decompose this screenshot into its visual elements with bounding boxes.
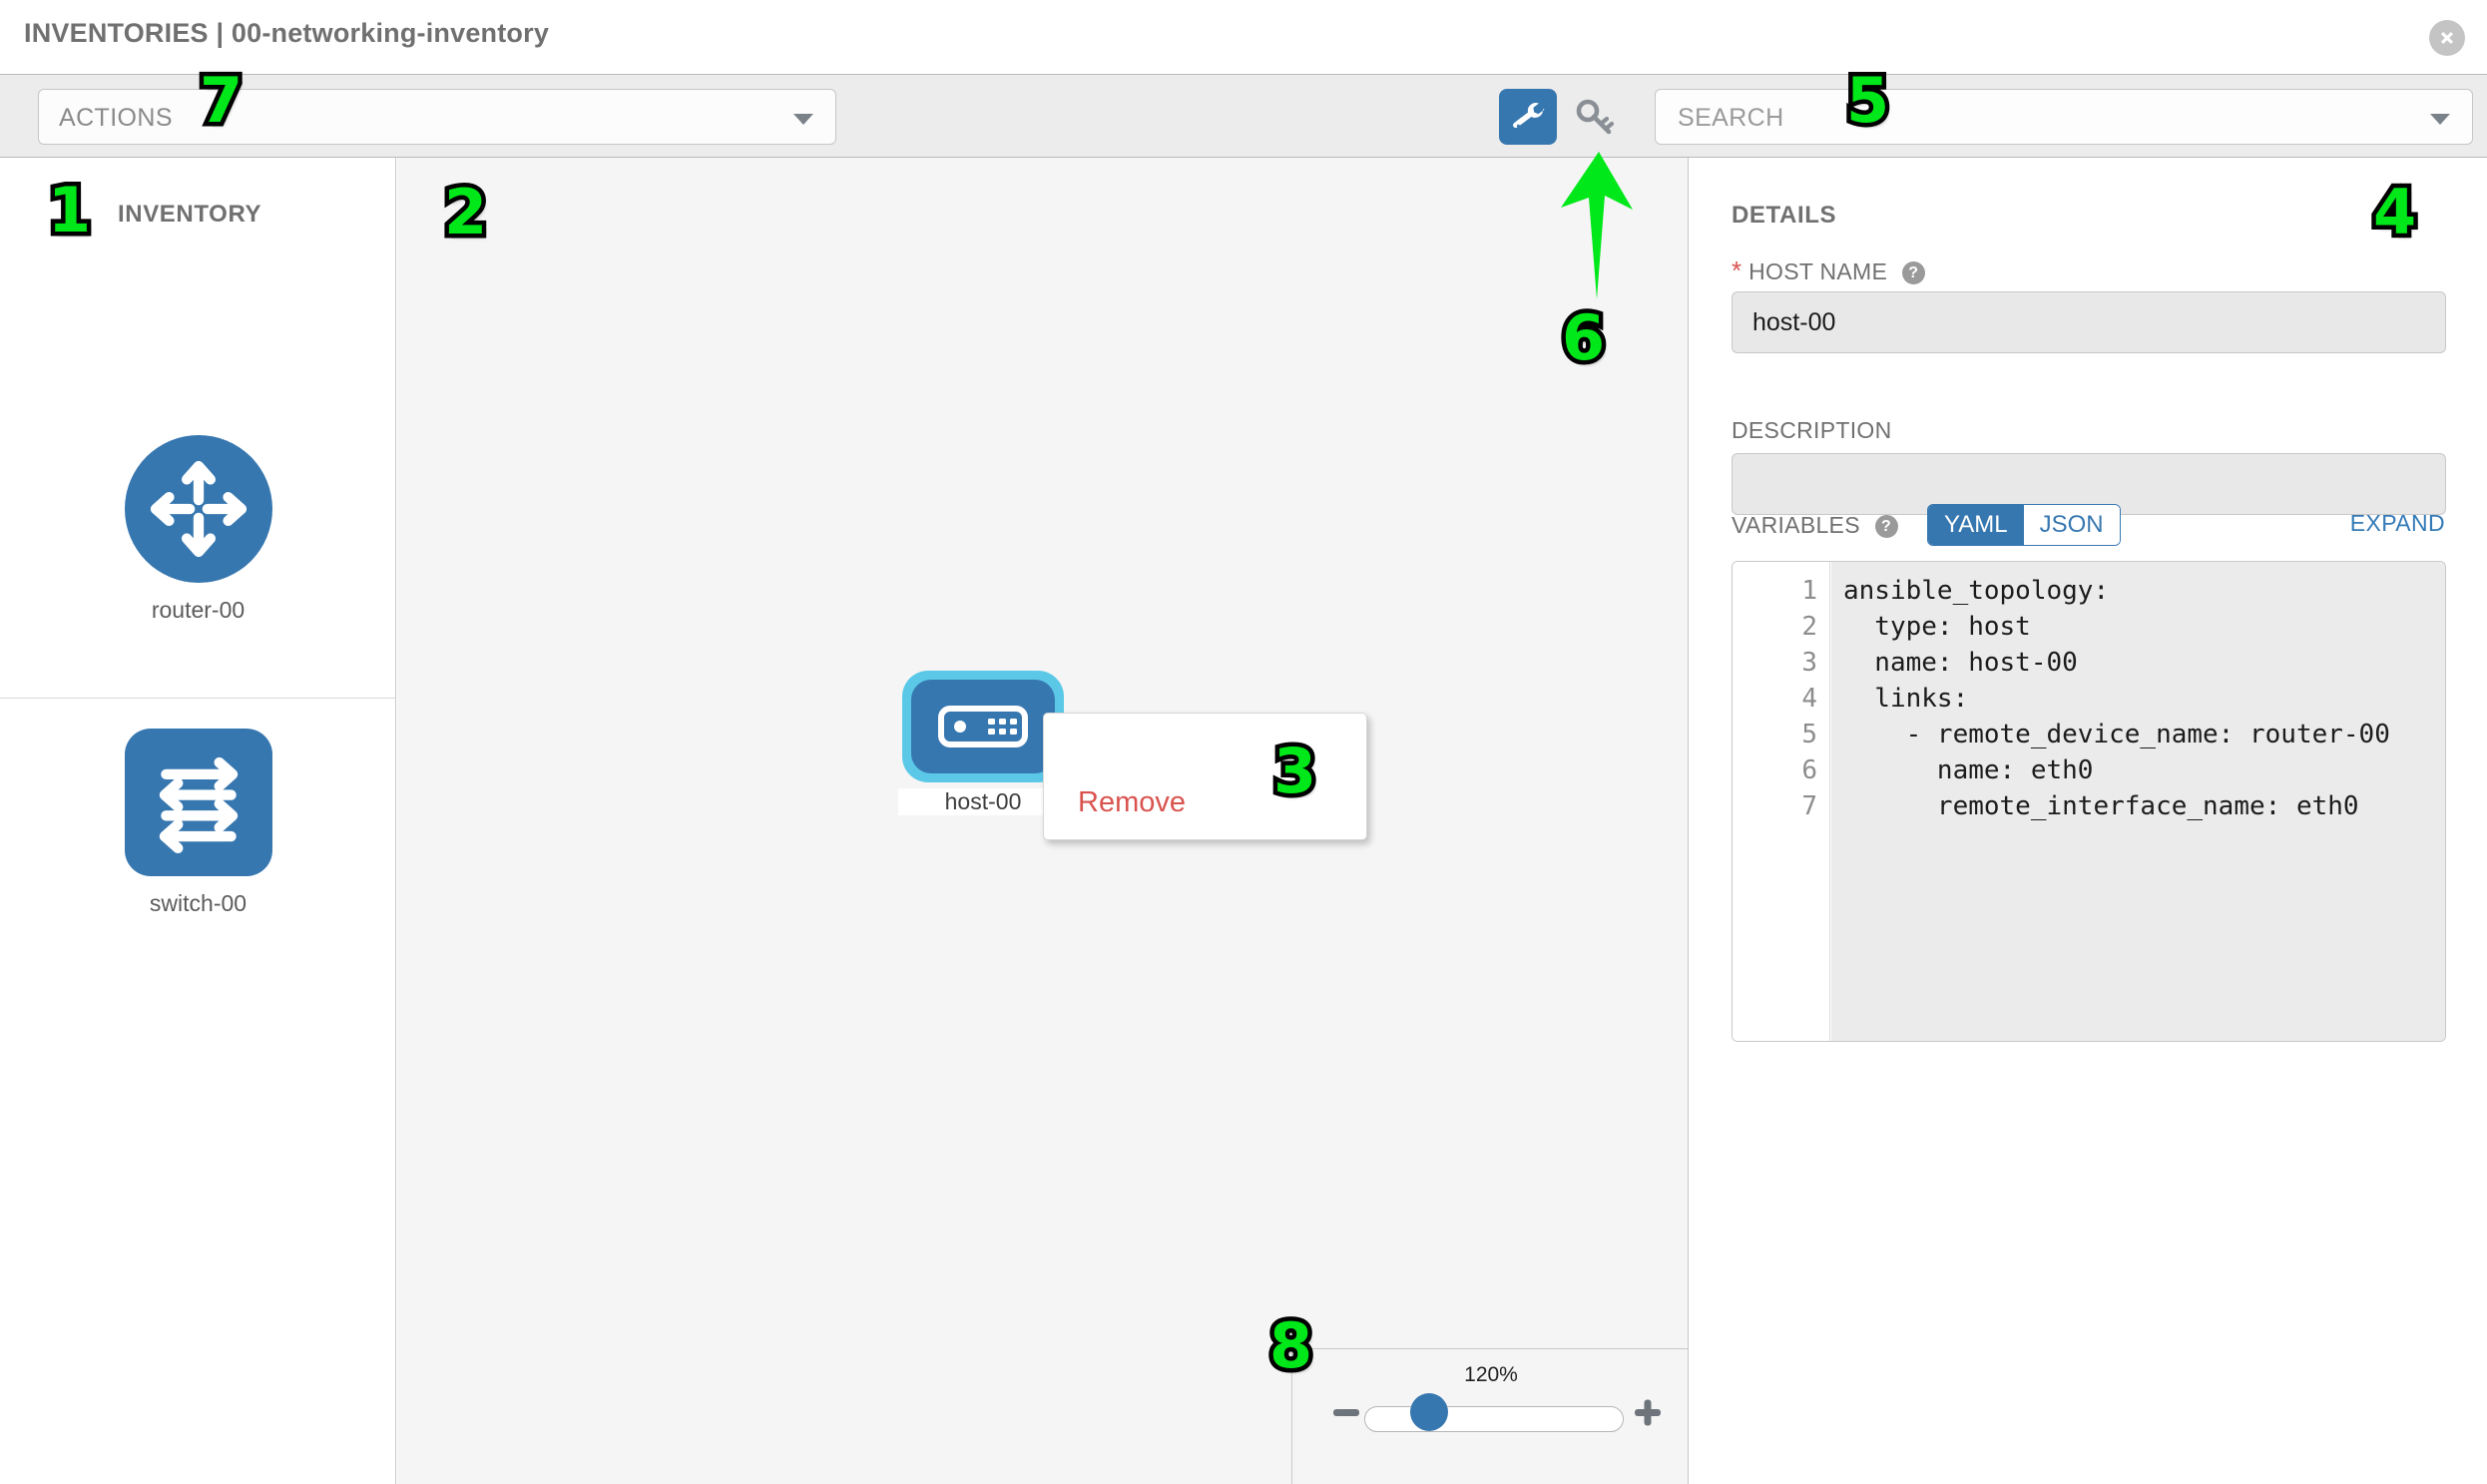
router-glyph	[150, 460, 247, 558]
title-bar: INVENTORIES | 00-networking-inventory	[0, 0, 2487, 74]
plus-icon	[1635, 1399, 1661, 1426]
host-name-field[interactable]: host-00	[1732, 291, 2446, 353]
page-title: INVENTORIES | 00-networking-inventory	[24, 18, 550, 48]
actions-dropdown-label: ACTIONS	[59, 104, 173, 132]
node-context-menu: Details Remove	[1043, 713, 1367, 840]
editor-code-line: type: host	[1843, 612, 2031, 642]
editor-line-number: 5	[1801, 720, 1817, 749]
editor-code-line: - remote_device_name: router-00	[1843, 720, 2390, 749]
host-name-value: host-00	[1752, 308, 1836, 336]
zoom-slider-track[interactable]	[1364, 1406, 1624, 1432]
context-menu-item-remove[interactable]: Remove	[1078, 786, 1186, 818]
editor-line-number: 2	[1801, 612, 1817, 642]
editor-code-line: links:	[1843, 684, 1969, 714]
details-heading: DETAILS	[1732, 202, 1837, 229]
sidebar-item-router-00[interactable]: router-00	[0, 435, 396, 624]
key-glyph	[1576, 99, 1615, 135]
editor-code-line: remote_interface_name: eth0	[1843, 791, 2359, 821]
zoom-out-button[interactable]	[1330, 1397, 1362, 1434]
toggle-option-yaml[interactable]: YAML	[1928, 505, 2024, 545]
expand-link[interactable]: EXPAND	[2349, 510, 2445, 536]
sidebar-item-label: switch-00	[149, 890, 248, 916]
actions-dropdown[interactable]: ACTIONS	[38, 89, 836, 145]
toggle-option-json[interactable]: JSON	[2023, 505, 2120, 545]
host-name-label: * HOST NAME ?	[1732, 255, 1925, 286]
help-icon[interactable]: ?	[1901, 261, 1925, 285]
topology-canvas[interactable]: host-00 Details Remove 120%	[397, 158, 1689, 1484]
server-icon	[911, 680, 1055, 773]
wrench-icon[interactable]	[1499, 89, 1557, 145]
router-icon	[124, 435, 272, 583]
server-glyph	[938, 706, 1028, 747]
zoom-level-label: 120%	[1464, 1363, 1518, 1386]
node-label: host-00	[898, 788, 1068, 815]
details-panel: DETAILS * HOST NAME ? host-00 DESCRIPTIO…	[1690, 158, 2487, 1484]
chevron-down-icon	[2430, 114, 2450, 125]
editor-line-number: 3	[1801, 648, 1817, 678]
editor-code-line: name: eth0	[1843, 755, 2094, 785]
editor-code-line: ansible_topology:	[1843, 576, 2110, 606]
chevron-down-icon	[793, 114, 813, 125]
key-icon[interactable]	[1573, 95, 1619, 139]
inventory-sidebar: INVENTORY router-00	[0, 158, 396, 1484]
sidebar-item-label: router-00	[151, 597, 246, 623]
zoom-in-button[interactable]	[1632, 1397, 1664, 1434]
close-icon[interactable]	[2429, 20, 2465, 56]
variables-editor[interactable]: 1 2 3 4 5 6 7 ansible_topology: type: host nam…	[1732, 561, 2446, 1042]
required-marker: *	[1732, 255, 1742, 285]
search-placeholder: SEARCH	[1678, 104, 1784, 132]
variables-format-toggle: YAML JSON	[1927, 504, 2121, 546]
zoom-slider-thumb[interactable]	[1410, 1393, 1448, 1431]
minus-icon	[1333, 1409, 1359, 1416]
variables-label-text: VARIABLES	[1732, 512, 1860, 538]
close-glyph	[2441, 32, 2453, 44]
sidebar-divider	[0, 698, 395, 699]
sidebar-item-switch-00[interactable]: switch-00	[0, 729, 396, 917]
editor-line-number: 7	[1801, 791, 1817, 821]
host-name-label-text: HOST NAME	[1748, 258, 1888, 284]
editor-line-number: 1	[1801, 576, 1817, 606]
switch-glyph	[159, 756, 238, 854]
help-icon[interactable]: ?	[1874, 515, 1898, 539]
editor-code-line: name: host-00	[1843, 648, 2078, 678]
variables-label: VARIABLES ?	[1732, 512, 1898, 539]
editor-line-number: 6	[1801, 755, 1817, 785]
editor-line-number: 4	[1801, 684, 1817, 714]
search-input[interactable]: SEARCH	[1655, 89, 2473, 145]
sidebar-heading: INVENTORY	[118, 201, 262, 228]
description-label: DESCRIPTION	[1732, 417, 1892, 443]
zoom-control: 120%	[1291, 1348, 1688, 1484]
editor-code-area[interactable]: ansible_topology: type: host name: host-…	[1831, 562, 2445, 1041]
switch-icon	[124, 729, 272, 876]
wrench-glyph	[1513, 103, 1545, 129]
editor-gutter: 1 2 3 4 5 6 7	[1733, 562, 1830, 1041]
toolbar: ACTIONS SEARCH	[0, 74, 2487, 158]
